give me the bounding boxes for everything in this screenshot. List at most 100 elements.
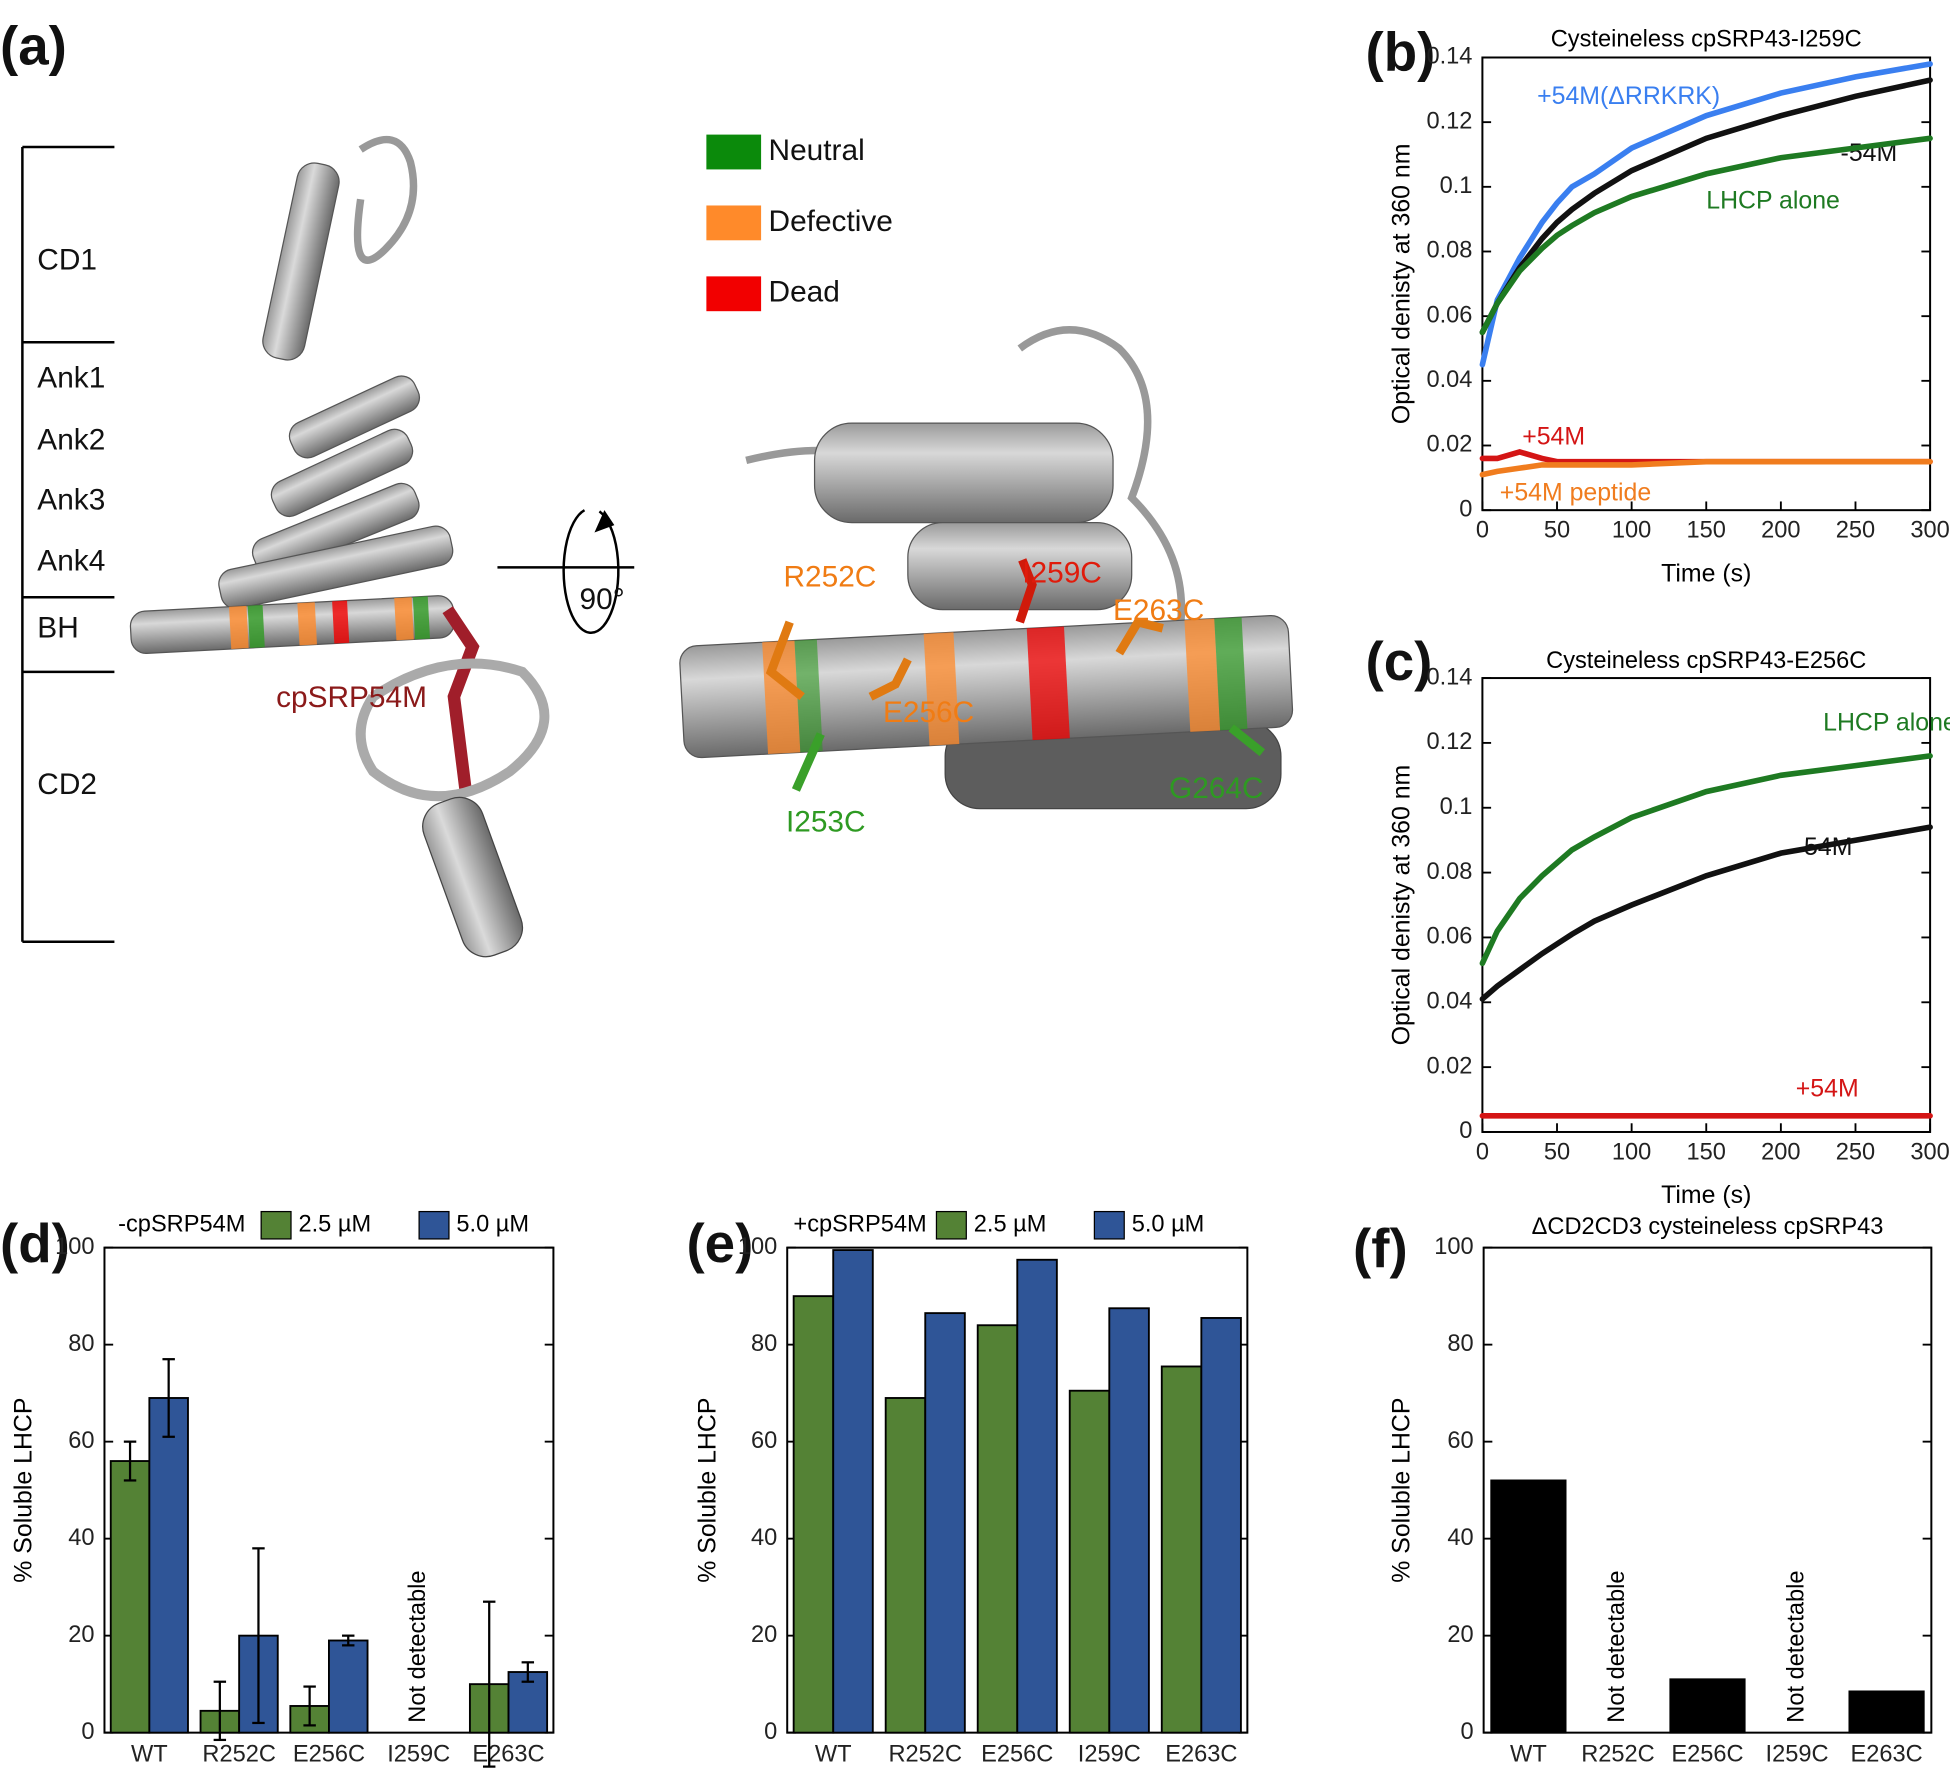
y-tick-label: 0.04 [1426, 989, 1472, 1015]
y-tick-label: 0 [764, 1719, 777, 1745]
series-label: LHCP alone [1706, 186, 1840, 214]
y-tick-label: 80 [68, 1331, 94, 1357]
series-line [1479, 824, 1933, 1002]
x-tick-label: 50 [1544, 518, 1570, 544]
y-tick-label: 60 [751, 1428, 777, 1454]
y-tick-label: 40 [751, 1525, 777, 1551]
bar [109, 1460, 151, 1734]
x-tick-label: 200 [1761, 1139, 1800, 1165]
domain-label: CD2 [37, 768, 97, 801]
series-label: +54M [1522, 423, 1585, 451]
bar [1848, 1690, 1925, 1734]
y-tick-label: 0.02 [1426, 1053, 1472, 1079]
chart-title: Cysteineless cpSRP43-E256C [1546, 648, 1866, 674]
y-tick-label: 80 [1447, 1331, 1473, 1357]
y-tick-label: 0.14 [1426, 664, 1472, 690]
y-tick-label: 20 [1447, 1622, 1473, 1648]
bar [1160, 1365, 1203, 1734]
y-tick-label: 0 [1459, 496, 1472, 522]
panel-label: (c) [1365, 630, 1432, 692]
bar [1669, 1678, 1746, 1734]
y-tick-label: 20 [751, 1622, 777, 1648]
y-axis-label: Optical denisty at 360 nm [1387, 765, 1415, 1046]
x-tick-label: WT [815, 1741, 852, 1767]
y-tick-label: 0.12 [1426, 108, 1472, 134]
annotation: Not detectable [1783, 1570, 1809, 1722]
legend-label: Defective [769, 205, 893, 238]
x-tick-label: 250 [1836, 518, 1875, 544]
error-bar [252, 1547, 265, 1725]
residue-label: R252C [783, 560, 876, 593]
y-tick-label: 0 [1459, 1118, 1472, 1144]
x-tick-label: 200 [1761, 518, 1800, 544]
x-tick-label: 100 [1612, 518, 1651, 544]
domain-label: Ank1 [37, 361, 105, 394]
x-tick-label: E256C [1671, 1741, 1743, 1767]
y-tick-label: 100 [55, 1234, 94, 1260]
rotation-label: 90° [580, 583, 625, 616]
panel-label: (b) [1365, 21, 1435, 83]
legend-swatch [260, 1210, 292, 1240]
residue-label: E263C [1113, 594, 1204, 627]
legend-label: 2.5 µM [974, 1211, 1047, 1237]
series-label: -54M [1796, 833, 1853, 861]
x-tick-label: E256C [981, 1741, 1053, 1767]
bar [1016, 1258, 1058, 1734]
bar [884, 1397, 927, 1734]
legend-title: -cpSRP54M [118, 1211, 245, 1237]
error-bar [482, 1600, 496, 1768]
domain-label: BH [37, 611, 78, 644]
y-tick-label: 0.1 [1440, 173, 1473, 199]
plot-frame [1481, 677, 1932, 1133]
y-tick-label: 0.04 [1426, 367, 1472, 393]
series-label: LHCP alone [1823, 709, 1950, 737]
series-line [1479, 61, 1933, 368]
y-tick-label: 0.14 [1426, 44, 1472, 70]
residue-label: E256C [883, 696, 974, 729]
legend-label: 5.0 µM [456, 1211, 529, 1237]
x-tick-label: WT [1510, 1741, 1547, 1767]
y-tick-label: 60 [68, 1428, 94, 1454]
legend-swatch [418, 1210, 450, 1240]
panel-label: (d) [0, 1212, 70, 1274]
y-tick-label: 0.06 [1426, 924, 1472, 950]
residue-label: I259C [1022, 557, 1102, 590]
panel-label: (e) [686, 1212, 753, 1274]
error-bar [342, 1634, 355, 1647]
x-tick-label: 0 [1476, 1139, 1489, 1165]
legend-title: +cpSRP54M [793, 1211, 926, 1237]
x-tick-label: WT [131, 1741, 168, 1767]
bar [976, 1324, 1019, 1734]
legend-swatch [1093, 1210, 1125, 1240]
panel-label: (f) [1353, 1217, 1408, 1279]
error-bar [213, 1680, 227, 1742]
y-tick-label: 60 [1447, 1428, 1473, 1454]
bar [1490, 1479, 1567, 1734]
y-tick-label: 0.06 [1426, 302, 1472, 328]
series-label: +54M peptide [1500, 479, 1651, 507]
structure-drawing [21, 135, 1294, 958]
y-tick-label: 40 [1447, 1525, 1473, 1551]
error-bar [303, 1685, 316, 1727]
domain-label: CD1 [37, 243, 97, 276]
y-axis-label: % Soluble LHCP [693, 1398, 721, 1583]
annotation: Not detectable [405, 1570, 431, 1722]
x-tick-label: I259C [1078, 1741, 1141, 1767]
peptide-label: cpSRP54M [276, 681, 427, 714]
panel-label: (a) [0, 14, 67, 76]
y-tick-label: 0.12 [1426, 729, 1472, 755]
residue-label: G264C [1169, 772, 1264, 805]
y-tick-label: 0.02 [1426, 432, 1472, 458]
bar [1200, 1317, 1242, 1734]
x-tick-label: E256C [293, 1741, 365, 1767]
legend-label: Neutral [769, 134, 865, 167]
bar [1108, 1307, 1150, 1734]
x-axis-label: Time (s) [1661, 559, 1751, 587]
y-tick-label: 0.08 [1426, 238, 1472, 264]
legend-label: Dead [769, 276, 840, 309]
annotation: Not detectable [1604, 1570, 1630, 1722]
x-tick-label: I259C [1766, 1741, 1829, 1767]
x-tick-label: 100 [1612, 1139, 1651, 1165]
x-tick-label: 50 [1544, 1139, 1570, 1165]
x-tick-label: R252C [889, 1741, 963, 1767]
